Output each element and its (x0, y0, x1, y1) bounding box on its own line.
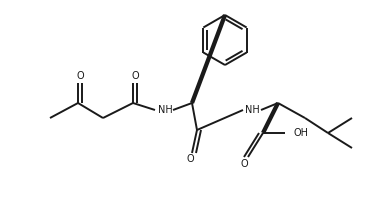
Text: O: O (186, 154, 194, 164)
Text: O: O (240, 159, 248, 169)
Text: OH: OH (293, 128, 308, 138)
Text: NH: NH (244, 105, 259, 115)
Text: O: O (76, 71, 84, 81)
Text: O: O (131, 71, 139, 81)
Text: NH: NH (158, 105, 172, 115)
